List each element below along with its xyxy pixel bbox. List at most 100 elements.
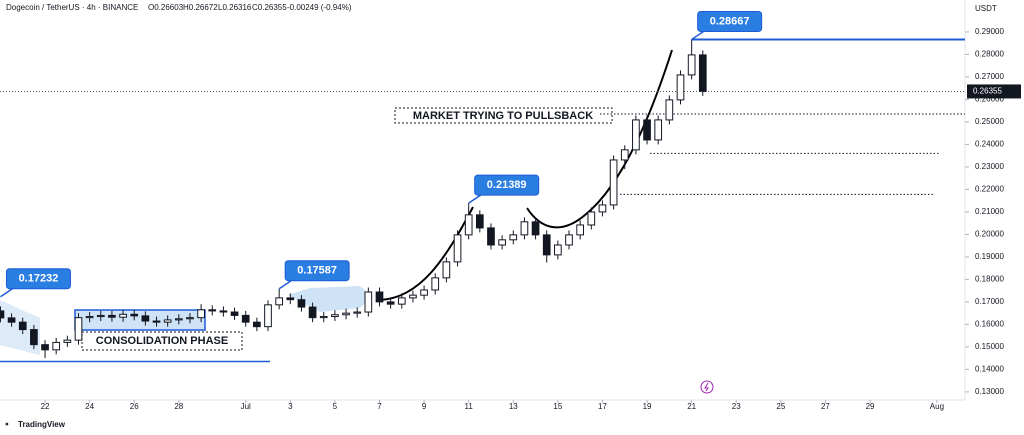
candle-body xyxy=(186,317,194,320)
last-price-label: 0.26355 xyxy=(973,87,1002,96)
annotation-box xyxy=(394,107,613,124)
x-tick-label: 5 xyxy=(333,402,338,411)
candle-body xyxy=(319,316,328,319)
consolidation-box xyxy=(74,309,206,331)
candle-body xyxy=(174,318,183,321)
callout-pointer xyxy=(278,280,292,290)
candle-body xyxy=(286,297,295,301)
candle-body xyxy=(386,301,395,305)
candle-body xyxy=(420,289,428,296)
candle-body xyxy=(7,317,16,323)
y-tick-label: 0.28000 xyxy=(975,50,1004,59)
footer-brand: TradingView xyxy=(18,420,66,429)
candle-body xyxy=(554,244,562,256)
candle-body xyxy=(208,309,217,312)
x-tick-label: 29 xyxy=(866,402,875,411)
annotation: CONSOLIDATION PHASE xyxy=(96,335,228,347)
x-tick-label: Aug xyxy=(930,402,944,411)
candle-body xyxy=(119,313,127,318)
y-tick-label: 0.18000 xyxy=(975,275,1004,284)
x-tick-label: 21 xyxy=(687,402,696,411)
y-tick-label: 0.19000 xyxy=(975,252,1004,261)
candle-body xyxy=(264,304,272,328)
candle-body xyxy=(687,54,696,76)
candle-body xyxy=(108,314,116,318)
candle-body xyxy=(41,344,49,351)
x-tick-label: 17 xyxy=(598,402,607,411)
candle-body xyxy=(453,234,462,263)
candle-body xyxy=(665,99,674,121)
candle-body xyxy=(275,297,283,306)
candle-body xyxy=(531,221,540,236)
candle-body xyxy=(654,119,663,141)
y-tick-label: 0.16000 xyxy=(975,320,1004,329)
callout-label: 0.17587 xyxy=(297,265,337,277)
x-tick-label: 25 xyxy=(776,402,785,411)
callout-pointer xyxy=(691,30,705,41)
candle-body xyxy=(163,319,172,323)
x-tick-label: 24 xyxy=(85,402,94,411)
header-open: O0.26603 xyxy=(148,3,184,12)
y-tick-label: 0.27000 xyxy=(975,72,1004,81)
candle-body xyxy=(576,224,585,236)
y-tick-label: 0.15000 xyxy=(975,342,1004,351)
callout-box xyxy=(5,268,71,290)
callout-pointer xyxy=(0,288,13,298)
candle-body xyxy=(620,149,629,161)
candle-body xyxy=(632,119,640,151)
y-tick-label: 0.24000 xyxy=(975,140,1004,149)
y-tick-label: 0.13000 xyxy=(975,387,1004,396)
header-low: L0.26316 xyxy=(218,3,252,12)
candle-body xyxy=(609,159,618,206)
candle-body xyxy=(253,321,261,328)
candle-body xyxy=(18,321,27,331)
candle-body xyxy=(487,227,495,246)
x-tick-label: 7 xyxy=(377,402,382,411)
candle-body xyxy=(498,239,506,246)
candle-body xyxy=(130,313,139,317)
callout-label: 0.28667 xyxy=(710,15,750,27)
candle-body xyxy=(52,341,61,351)
candle-body xyxy=(676,74,685,101)
candle-body xyxy=(331,314,339,318)
candle-body xyxy=(598,204,607,213)
callout-box xyxy=(474,174,540,196)
candle-body xyxy=(431,277,440,291)
candle-body xyxy=(0,310,5,319)
candle-body xyxy=(74,317,83,341)
header-high: H0.26672 xyxy=(183,3,218,12)
y-tick-label: 0.14000 xyxy=(975,365,1004,374)
callout-pointer xyxy=(468,194,482,204)
candle-body xyxy=(63,339,72,343)
x-tick-label: 26 xyxy=(130,402,139,411)
y-tick-label: 0.29000 xyxy=(975,27,1004,36)
candle-body xyxy=(30,329,38,346)
y-tick-label: 0.26000 xyxy=(975,95,1004,104)
x-tick-label: 13 xyxy=(509,402,518,411)
candle-body xyxy=(375,291,384,303)
candle-body xyxy=(230,311,239,316)
candle-body xyxy=(197,309,205,319)
y-tick-label: 0.22000 xyxy=(975,185,1004,194)
annotation-box xyxy=(81,331,243,351)
header-close: C0.26355 xyxy=(252,3,287,12)
header-symbol: Dogecoin / TetherUS · 4h · BINANCE xyxy=(6,3,138,12)
candle-body xyxy=(141,315,150,322)
candle-body xyxy=(219,310,228,313)
callout-box xyxy=(284,260,350,282)
candle-body xyxy=(353,311,362,314)
x-tick-label: 9 xyxy=(422,402,427,411)
event-icon xyxy=(704,382,709,392)
x-tick-label: 15 xyxy=(553,402,562,411)
y-tick-label: 0.17000 xyxy=(975,297,1004,306)
callout-label: 0.17232 xyxy=(19,273,59,285)
candle-body xyxy=(442,261,451,279)
candle-body xyxy=(152,320,161,323)
candle-body xyxy=(643,119,651,141)
trend-curve xyxy=(526,49,673,229)
x-tick-label: 11 xyxy=(465,402,474,411)
candle-body xyxy=(464,214,473,236)
candle-body xyxy=(509,234,518,241)
x-tick-label: 19 xyxy=(643,402,652,411)
